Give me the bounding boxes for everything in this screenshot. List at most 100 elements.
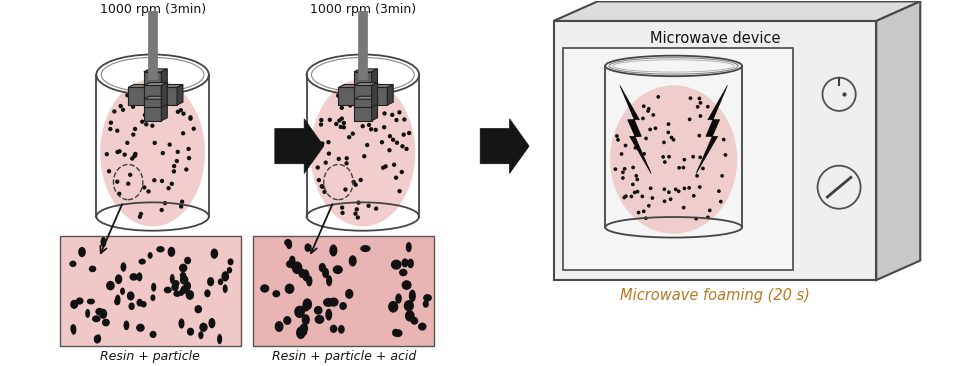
Circle shape: [395, 141, 398, 144]
Circle shape: [176, 93, 179, 96]
Polygon shape: [149, 85, 155, 105]
Circle shape: [185, 168, 188, 171]
Circle shape: [382, 126, 385, 129]
Circle shape: [619, 153, 622, 155]
Circle shape: [646, 110, 649, 112]
Ellipse shape: [170, 274, 175, 284]
Circle shape: [623, 144, 626, 147]
Circle shape: [717, 190, 719, 192]
Circle shape: [338, 119, 341, 122]
Circle shape: [160, 179, 163, 182]
Circle shape: [400, 171, 403, 173]
Circle shape: [644, 137, 647, 139]
Circle shape: [624, 195, 626, 197]
Circle shape: [708, 209, 710, 212]
Circle shape: [642, 105, 644, 107]
Polygon shape: [619, 86, 651, 173]
Ellipse shape: [301, 314, 310, 325]
Circle shape: [666, 123, 669, 125]
Ellipse shape: [423, 294, 432, 302]
Circle shape: [189, 117, 191, 120]
Circle shape: [669, 198, 671, 201]
Circle shape: [161, 152, 164, 154]
Circle shape: [160, 209, 163, 212]
Circle shape: [342, 126, 345, 129]
Ellipse shape: [302, 303, 309, 311]
Text: Microwave device: Microwave device: [649, 31, 780, 46]
Circle shape: [722, 138, 724, 141]
Circle shape: [153, 141, 156, 144]
Polygon shape: [161, 96, 167, 121]
Circle shape: [692, 156, 694, 158]
Ellipse shape: [284, 284, 294, 294]
FancyBboxPatch shape: [155, 87, 177, 105]
Polygon shape: [371, 69, 377, 93]
Ellipse shape: [325, 275, 332, 286]
Polygon shape: [144, 96, 167, 99]
Circle shape: [145, 123, 148, 126]
Circle shape: [621, 177, 623, 179]
Circle shape: [123, 153, 126, 156]
Polygon shape: [553, 1, 919, 21]
Circle shape: [356, 216, 359, 219]
Circle shape: [817, 166, 860, 209]
Ellipse shape: [99, 309, 107, 319]
Ellipse shape: [101, 237, 106, 247]
FancyBboxPatch shape: [354, 72, 371, 93]
Circle shape: [631, 166, 634, 169]
Polygon shape: [360, 85, 365, 105]
Circle shape: [345, 162, 348, 165]
Circle shape: [132, 105, 135, 108]
Circle shape: [683, 158, 685, 161]
FancyBboxPatch shape: [354, 99, 371, 121]
Circle shape: [107, 170, 110, 173]
Circle shape: [340, 107, 343, 109]
FancyBboxPatch shape: [60, 236, 240, 346]
Circle shape: [366, 204, 369, 207]
Circle shape: [647, 205, 650, 207]
Polygon shape: [354, 69, 377, 72]
FancyBboxPatch shape: [338, 87, 360, 105]
Circle shape: [117, 192, 120, 195]
Polygon shape: [155, 85, 183, 87]
Circle shape: [642, 210, 644, 213]
Circle shape: [175, 160, 178, 163]
Circle shape: [135, 92, 138, 95]
Circle shape: [336, 94, 339, 97]
Ellipse shape: [69, 261, 76, 267]
Ellipse shape: [114, 298, 119, 305]
Circle shape: [674, 188, 676, 191]
Ellipse shape: [92, 315, 101, 322]
Ellipse shape: [89, 266, 96, 272]
Circle shape: [189, 116, 191, 119]
Polygon shape: [875, 1, 919, 280]
Ellipse shape: [304, 243, 311, 252]
Ellipse shape: [349, 255, 357, 266]
Circle shape: [374, 128, 377, 131]
Ellipse shape: [141, 301, 147, 307]
Circle shape: [391, 113, 394, 116]
Polygon shape: [354, 96, 377, 99]
Circle shape: [365, 143, 368, 146]
Circle shape: [152, 179, 155, 182]
Circle shape: [328, 118, 331, 121]
Circle shape: [181, 200, 184, 203]
Ellipse shape: [96, 334, 101, 343]
Ellipse shape: [610, 85, 737, 234]
Circle shape: [182, 132, 185, 135]
Circle shape: [698, 97, 700, 100]
Circle shape: [621, 171, 623, 173]
Ellipse shape: [101, 79, 205, 227]
Circle shape: [649, 187, 652, 190]
Circle shape: [671, 139, 674, 141]
Circle shape: [361, 125, 363, 128]
Ellipse shape: [322, 298, 333, 307]
Ellipse shape: [179, 290, 184, 296]
Ellipse shape: [71, 326, 76, 335]
Circle shape: [179, 109, 182, 112]
Ellipse shape: [128, 302, 135, 310]
Circle shape: [167, 187, 170, 190]
Ellipse shape: [395, 294, 402, 304]
Circle shape: [688, 118, 690, 120]
Circle shape: [381, 97, 384, 100]
